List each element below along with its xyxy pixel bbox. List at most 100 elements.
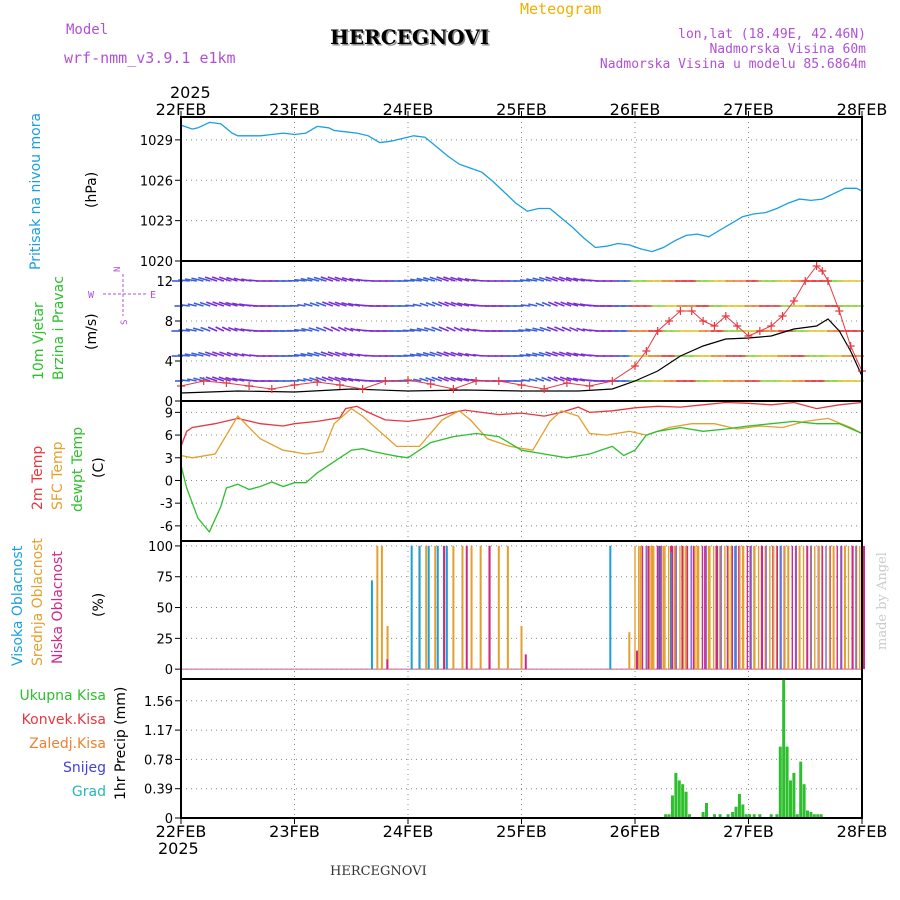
- precip-bar: [802, 784, 806, 818]
- year-bottom: 2025: [158, 839, 199, 858]
- temp-tick-label: -3: [160, 497, 173, 512]
- wind-gust-marker: [687, 307, 696, 315]
- wind-barb: [187, 378, 197, 382]
- station-title: HERCEGNOVI: [330, 25, 489, 49]
- wind-barb: [334, 301, 347, 307]
- wind-barb: [409, 353, 422, 357]
- legend-grad: Grad: [72, 784, 106, 800]
- compass-south: S: [120, 320, 130, 325]
- wind-barb: [528, 303, 538, 307]
- wind-barb: [342, 351, 354, 357]
- wind-barb: [518, 329, 531, 332]
- wind-barb: [341, 376, 354, 382]
- wind-barb: [450, 351, 463, 357]
- x-tick-label-bottom: 28FEB: [837, 822, 888, 841]
- wind-barb: [328, 301, 340, 307]
- wind-gust-marker: [449, 385, 458, 393]
- wind-barb: [187, 303, 197, 307]
- precip-bar: [809, 811, 813, 818]
- wind-barb: [293, 353, 306, 357]
- wind-barb: [300, 277, 313, 282]
- wind-barb: [181, 304, 190, 307]
- wind-barb: [294, 278, 306, 282]
- wind-barb: [192, 327, 204, 332]
- wind-barb: [184, 278, 197, 282]
- wind-barb: [219, 351, 231, 357]
- wind-barb: [425, 301, 436, 307]
- wind-barb: [573, 302, 585, 307]
- wind-barb: [184, 353, 197, 357]
- wind-barb: [450, 376, 463, 382]
- temp-tick-label: 0: [165, 474, 173, 489]
- x-tick-label-bottom: 23FEB: [269, 822, 320, 841]
- model-label: Model: [66, 22, 108, 38]
- wind-barb: [546, 326, 558, 332]
- wind-barb: [344, 327, 354, 332]
- wind-barb: [450, 276, 463, 282]
- wind-barb: [561, 326, 572, 332]
- wind-barb: [526, 278, 538, 282]
- wind-barb: [429, 276, 443, 282]
- precip-bar: [819, 814, 823, 818]
- wind-tick-label: 12: [156, 275, 173, 290]
- wind-barb: [308, 327, 320, 332]
- legend-konvek: Konvek.Kisa: [22, 712, 106, 728]
- wind-barb: [566, 301, 579, 307]
- wind-barb: [416, 352, 429, 357]
- legend-ukupna: Ukupna Kisa: [19, 688, 106, 704]
- wind-barb: [413, 378, 422, 382]
- wind-barb: [228, 326, 238, 332]
- wind-gust-marker: [585, 382, 594, 390]
- wind-barb: [460, 327, 470, 332]
- precip-bar: [795, 814, 799, 818]
- wind-barb: [572, 377, 585, 382]
- wind-ylabel-1: 10m Vjetar: [31, 302, 47, 380]
- wind-barb: [232, 377, 245, 382]
- wind-barb: [532, 277, 545, 282]
- wind-barb: [573, 352, 585, 357]
- wind-barb: [334, 376, 347, 382]
- x-tick-label-top: 28FEB: [837, 100, 888, 119]
- precip-bar: [775, 814, 779, 818]
- wind-barb: [199, 301, 211, 307]
- temp-ylabel-2: SFC Temp: [50, 441, 66, 510]
- precip-bar: [664, 814, 668, 818]
- precip-bar: [806, 810, 810, 818]
- wind-barb: [416, 327, 429, 332]
- wind-barb: [443, 276, 456, 282]
- precip-bar: [769, 814, 773, 818]
- precip-bar: [741, 804, 745, 818]
- precip-bar: [731, 811, 735, 818]
- wind-gust-marker: [744, 332, 753, 340]
- temp-sfc-line: [180, 407, 863, 459]
- wind-barb: [349, 352, 361, 357]
- panel-frame-0: [180, 116, 863, 262]
- wind-barb: [180, 379, 190, 382]
- wind-gust-marker: [313, 378, 322, 386]
- wind-barb: [552, 351, 565, 357]
- wind-barb: [423, 326, 436, 332]
- pressure-unit: (hPa): [84, 172, 100, 208]
- temp-ylabel-1: 2m Temp: [30, 446, 46, 510]
- wind-barb: [185, 328, 197, 332]
- wind-barb: [364, 354, 374, 357]
- wind-barb: [457, 352, 470, 357]
- wind-barb: [443, 376, 456, 382]
- wind-barb: [205, 376, 218, 382]
- wind-barb: [226, 351, 238, 357]
- precip-bar: [758, 814, 762, 818]
- wind-barb: [320, 351, 334, 357]
- cloud-tick-label: 25: [156, 632, 173, 647]
- wind-barb: [191, 277, 204, 282]
- wind-barb: [215, 326, 225, 332]
- cloud-ylabel-1: Visoka Oblacnost: [10, 545, 26, 666]
- wind-barb: [410, 278, 422, 282]
- wind-gust-marker: [665, 317, 674, 325]
- wind-tick-label: 0: [165, 395, 173, 410]
- wind-barb: [453, 326, 463, 332]
- precip-bar: [712, 814, 716, 818]
- wind-barb: [225, 376, 238, 382]
- wind-barb: [437, 376, 449, 382]
- compass-west: W: [88, 290, 95, 301]
